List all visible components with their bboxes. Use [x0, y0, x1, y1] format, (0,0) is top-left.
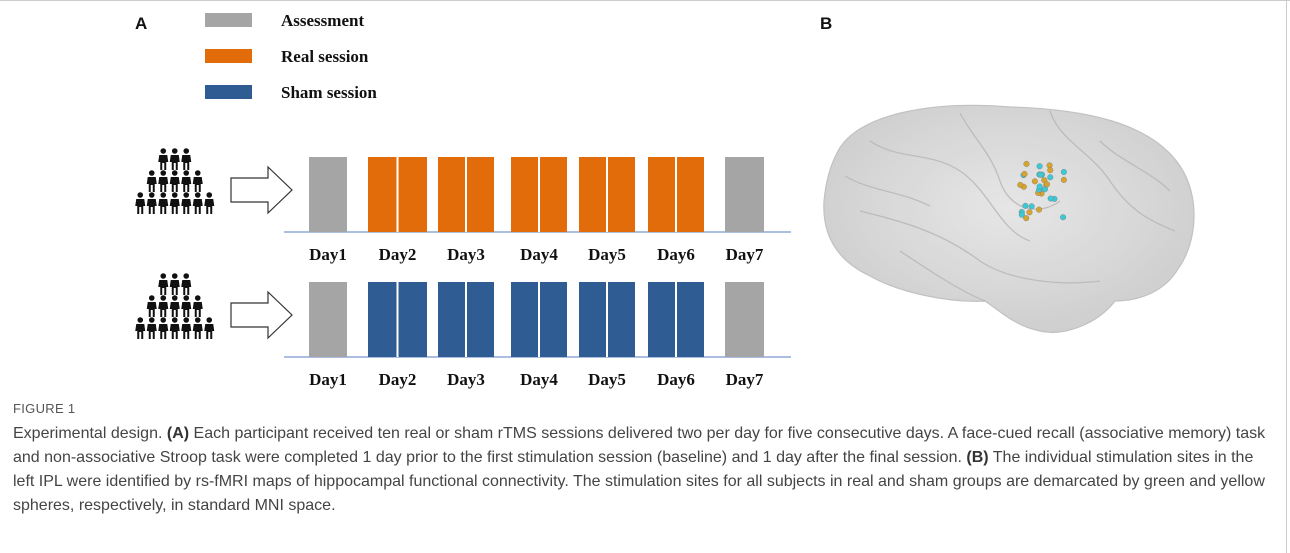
- session-bar: [725, 157, 764, 232]
- legend-label: Assessment: [281, 11, 364, 30]
- day-label: Day6: [657, 370, 695, 389]
- caption-panel-ref: (B): [966, 449, 988, 466]
- stimulation-site: [1023, 203, 1029, 209]
- caption-text: Experimental design.: [13, 425, 167, 442]
- person-icon: [158, 295, 168, 317]
- person-icon: [147, 295, 157, 317]
- person-icon: [181, 170, 191, 192]
- stimulation-site: [1044, 182, 1050, 188]
- person-icon: [193, 170, 203, 192]
- stimulation-site: [1061, 177, 1067, 183]
- legend-label: Real session: [281, 47, 369, 66]
- day-label: Day4: [520, 245, 558, 264]
- day-label: Day5: [588, 245, 626, 264]
- person-icon: [158, 170, 168, 192]
- person-icon: [204, 192, 214, 214]
- caption: Experimental design. (A) Each participan…: [13, 422, 1275, 518]
- stimulation-site: [1060, 214, 1066, 220]
- person-icon: [158, 192, 168, 214]
- figure: A B Assessment Real session Sham session Da…: [0, 1, 1290, 401]
- person-icon: [170, 295, 180, 317]
- person-icon: [170, 192, 180, 214]
- session-bar: [309, 282, 347, 357]
- brain-render: [824, 105, 1194, 332]
- arrow: [231, 292, 292, 338]
- person-icon: [181, 148, 191, 170]
- stimulation-site: [1061, 169, 1067, 175]
- day-label: Day3: [447, 370, 485, 389]
- legend-swatch: [205, 85, 252, 99]
- stimulation-site: [1036, 207, 1042, 213]
- stimulation-site: [1047, 167, 1053, 173]
- caption-panel-ref: (A): [167, 425, 189, 442]
- person-icon: [170, 317, 180, 339]
- person-icon: [170, 170, 180, 192]
- legend-swatch: [205, 49, 252, 63]
- person-icon: [158, 273, 168, 295]
- person-icon: [135, 317, 145, 339]
- session-bar: [725, 282, 764, 357]
- stimulation-site: [1029, 204, 1035, 210]
- person-icon: [181, 273, 191, 295]
- stimulation-site: [1038, 172, 1044, 178]
- person-icon: [147, 170, 157, 192]
- panel-label: B: [820, 14, 832, 33]
- person-icon: [135, 192, 145, 214]
- stimulation-site: [1042, 186, 1048, 192]
- stimulation-site: [1022, 171, 1028, 177]
- day-label: Day2: [379, 245, 417, 264]
- person-icon: [204, 317, 214, 339]
- page: A B Assessment Real session Sham session Da…: [0, 0, 1290, 552]
- person-icon: [158, 148, 168, 170]
- stimulation-site: [1027, 209, 1033, 215]
- arrow: [231, 167, 292, 213]
- person-icon: [181, 295, 191, 317]
- person-icon: [147, 317, 157, 339]
- panel-label: A: [135, 14, 147, 33]
- person-icon: [193, 295, 203, 317]
- day-label: Day7: [726, 370, 764, 389]
- person-icon: [170, 273, 180, 295]
- person-icon: [170, 148, 180, 170]
- day-label: Day6: [657, 245, 695, 264]
- stimulation-site: [1019, 212, 1025, 218]
- stimulation-site: [1032, 179, 1038, 185]
- session-bar: [309, 157, 347, 232]
- stimulation-site: [1047, 174, 1053, 180]
- person-icon: [147, 192, 157, 214]
- stimulation-site: [1037, 163, 1043, 169]
- day-label: Day2: [379, 370, 417, 389]
- person-icon: [181, 317, 191, 339]
- stimulation-site: [1037, 184, 1043, 190]
- legend-swatch: [205, 13, 252, 27]
- stimulation-site: [1017, 182, 1023, 188]
- stimulation-site: [1024, 161, 1030, 167]
- legend-label: Sham session: [281, 83, 377, 102]
- figure-label: FIGURE 1: [13, 401, 75, 416]
- day-label: Day4: [520, 370, 558, 389]
- stimulation-site: [1048, 196, 1054, 202]
- day-label: Day1: [309, 245, 347, 264]
- day-label: Day7: [726, 245, 764, 264]
- day-label: Day5: [588, 370, 626, 389]
- day-label: Day3: [447, 245, 485, 264]
- day-label: Day1: [309, 370, 347, 389]
- person-icon: [158, 317, 168, 339]
- person-icon: [193, 192, 203, 214]
- person-icon: [181, 192, 191, 214]
- person-icon: [193, 317, 203, 339]
